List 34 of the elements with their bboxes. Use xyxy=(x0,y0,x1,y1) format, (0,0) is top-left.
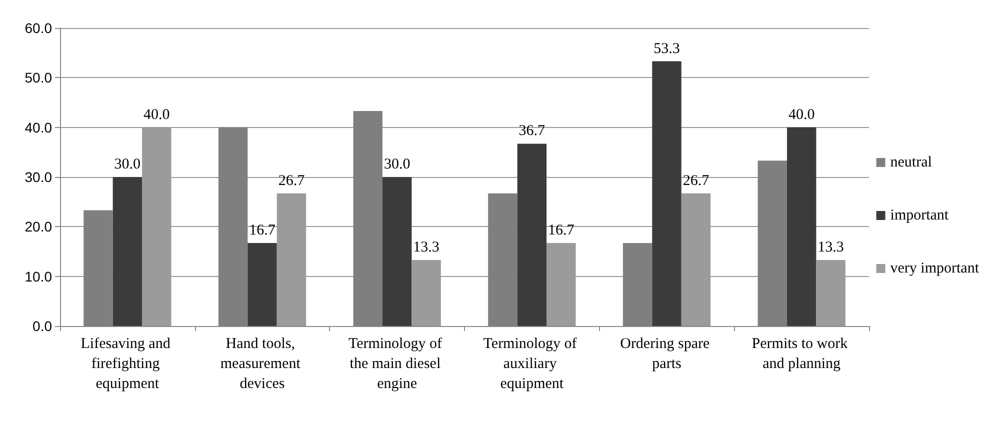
bar xyxy=(652,61,682,326)
legend-label: neutral xyxy=(890,154,932,170)
y-tick-label: 50.0 xyxy=(24,70,52,86)
data-label: 13.3 xyxy=(413,239,440,256)
data-label: 30.0 xyxy=(384,156,410,172)
data-label: 16.7 xyxy=(548,222,575,239)
data-label: 13.3 xyxy=(818,239,844,256)
x-tick-label: Terminology of auxiliary equipment xyxy=(483,336,581,392)
x-tick-label: Ordering spare parts xyxy=(620,336,714,372)
bar xyxy=(382,177,412,326)
x-tick-label: Hand tools, measurement devices xyxy=(220,336,304,392)
bar xyxy=(786,127,816,326)
bar xyxy=(517,144,547,326)
y-tick-label: 60.0 xyxy=(24,20,52,36)
data-label: 36.7 xyxy=(518,123,546,140)
bar xyxy=(112,177,142,326)
y-tick-label: 40.0 xyxy=(24,119,52,136)
y-tick-label: 20.0 xyxy=(24,218,52,235)
y-tick-label: 30.0 xyxy=(24,169,52,185)
legend-label: very important xyxy=(890,260,980,276)
x-tick-label: Permits to work and planning xyxy=(752,336,852,372)
data-label: 16.7 xyxy=(249,222,276,239)
x-tick-label: Lifesaving and firefighting equipment xyxy=(80,336,174,392)
data-label: 26.7 xyxy=(278,172,306,189)
y-tick-label: 0.0 xyxy=(32,318,52,334)
x-tick-label: Terminology of the main diesel engine xyxy=(348,336,446,392)
data-label: 26.7 xyxy=(682,172,710,189)
y-tick-label: 10.0 xyxy=(24,268,52,284)
data-label: 40.0 xyxy=(144,106,170,123)
legend-label: important xyxy=(890,208,950,224)
bar xyxy=(248,243,277,326)
data-label: 53.3 xyxy=(654,40,680,57)
data-label: 40.0 xyxy=(788,106,815,123)
data-label: 30.0 xyxy=(114,156,141,172)
